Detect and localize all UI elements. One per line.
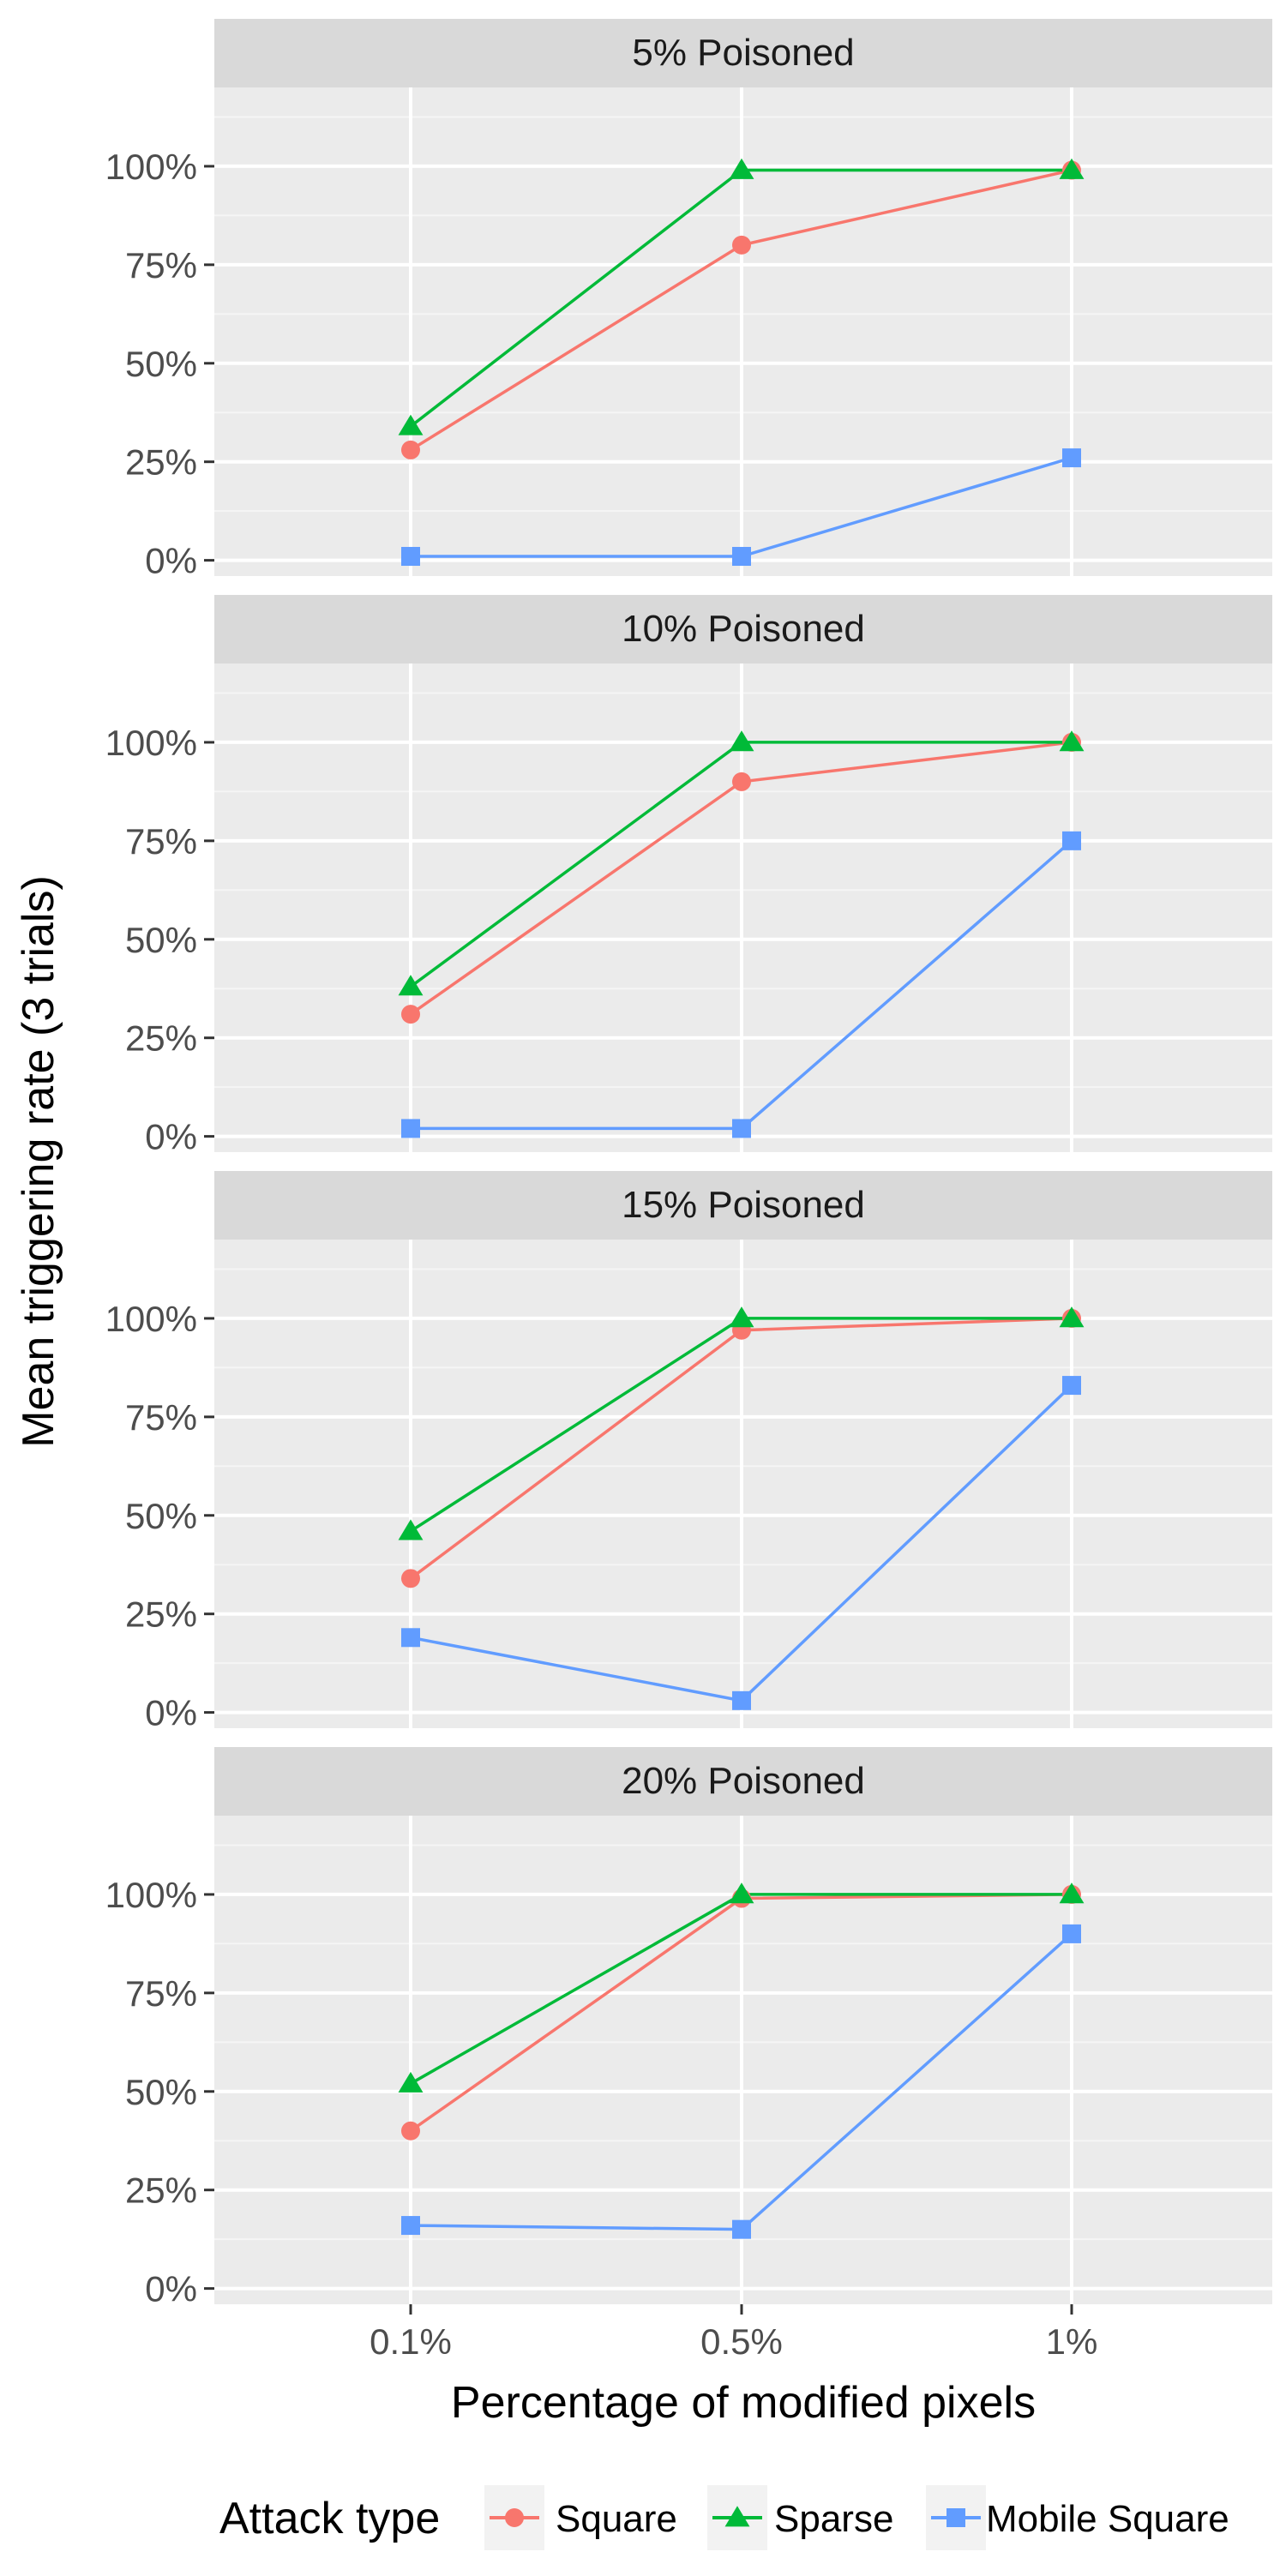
panel-3-y-tick-label: 100% xyxy=(105,1299,197,1339)
legend-label-sparse: Sparse xyxy=(774,2498,893,2540)
panel-2-strip xyxy=(214,595,1272,664)
panel-1-point-square xyxy=(732,235,751,255)
panel-1-y-tick-label: 100% xyxy=(105,147,197,187)
panel-2-point-mobile-square xyxy=(401,1119,420,1138)
panel-4-y-tick-label: 50% xyxy=(125,2072,197,2112)
panel-4-point-square xyxy=(401,2121,420,2141)
panel-4-point-mobile-square xyxy=(1062,1924,1081,1943)
panel-2-y-tick-label: 25% xyxy=(125,1018,197,1059)
panel-3-point-sparse xyxy=(729,1306,754,1328)
panel-4-y-tick-label: 0% xyxy=(145,2269,197,2309)
x-tick-label: 1% xyxy=(1046,2321,1098,2362)
panel-3-y-tick-label: 25% xyxy=(125,1594,197,1635)
panel-2-point-sparse xyxy=(398,975,424,996)
panel-2-y-tick-label: 100% xyxy=(105,723,197,763)
panel-2-point-sparse xyxy=(1059,730,1085,752)
panel-2-y-tick-label: 75% xyxy=(125,821,197,862)
panel-3-point-mobile-square xyxy=(1062,1376,1081,1396)
panel-2-point-mobile-square xyxy=(732,1119,751,1138)
panel-2-y-tick-label: 50% xyxy=(125,920,197,960)
panel-4-strip xyxy=(214,1747,1272,1816)
panel-3-point-sparse xyxy=(1059,1306,1085,1328)
panel-1-point-mobile-square xyxy=(1062,448,1081,468)
panel-4-y-tick-label: 100% xyxy=(105,1875,197,1915)
panel-3-point-sparse xyxy=(398,1519,424,1540)
x-tick-label: 0.1% xyxy=(370,2321,452,2362)
legend-title: Attack type xyxy=(219,2494,440,2543)
panel-3-point-square xyxy=(401,1569,420,1588)
panel-4-title: 20% Poisoned xyxy=(622,1760,865,1802)
panel-1-point-square xyxy=(401,440,420,459)
panel-1-point-mobile-square xyxy=(401,547,420,567)
panel-1-point-mobile-square xyxy=(732,547,751,567)
panel-2-point-square xyxy=(401,1005,420,1024)
panel-4-point-mobile-square xyxy=(732,2219,751,2239)
panel-3-title: 15% Poisoned xyxy=(622,1184,865,1226)
panel-4-point-sparse xyxy=(398,2071,424,2093)
y-axis-title: Mean triggering rate (3 trials) xyxy=(14,875,63,1448)
panel-4-point-sparse xyxy=(729,1882,754,1904)
panel-1-strip xyxy=(214,19,1272,87)
panel-3-y-tick-label: 75% xyxy=(125,1397,197,1438)
panel-3-strip xyxy=(214,1171,1272,1240)
panel-1-title: 5% Poisoned xyxy=(632,32,854,74)
panel-3-point-mobile-square xyxy=(732,1690,751,1710)
panel-3-y-tick-label: 0% xyxy=(145,1693,197,1733)
panel-4-point-mobile-square xyxy=(401,2216,420,2236)
legend-label-square: Square xyxy=(556,2498,677,2540)
panel-1-y-tick-label: 0% xyxy=(145,541,197,581)
panel-2-point-mobile-square xyxy=(1062,831,1081,850)
legend-marker-square xyxy=(505,2508,524,2527)
panel-3-y-tick-label: 50% xyxy=(125,1496,197,1536)
panel-1-y-tick-label: 25% xyxy=(125,442,197,483)
panel-1-point-sparse xyxy=(729,158,754,179)
panel-1-y-tick-label: 75% xyxy=(125,245,197,285)
legend-marker-sparse xyxy=(724,2506,750,2527)
panel-4-y-tick-label: 25% xyxy=(125,2171,197,2211)
panel-2-point-square xyxy=(732,772,751,791)
panel-3-point-mobile-square xyxy=(401,1628,420,1648)
panel-4-point-sparse xyxy=(1059,1882,1085,1904)
x-tick-label: 0.5% xyxy=(700,2321,783,2362)
panel-1-point-sparse xyxy=(398,414,424,435)
panel-2-y-tick-label: 0% xyxy=(145,1117,197,1157)
panel-1-point-sparse xyxy=(1059,158,1085,179)
x-axis-title: Percentage of modified pixels xyxy=(451,2378,1036,2428)
panel-1-y-tick-label: 50% xyxy=(125,344,197,384)
panel-2-title: 10% Poisoned xyxy=(622,608,865,650)
legend-label-mobile-square: Mobile Square xyxy=(986,2498,1229,2540)
panel-4-y-tick-label: 75% xyxy=(125,1973,197,2014)
legend-marker-mobile-square xyxy=(946,2508,965,2527)
panel-2-point-sparse xyxy=(729,730,754,752)
